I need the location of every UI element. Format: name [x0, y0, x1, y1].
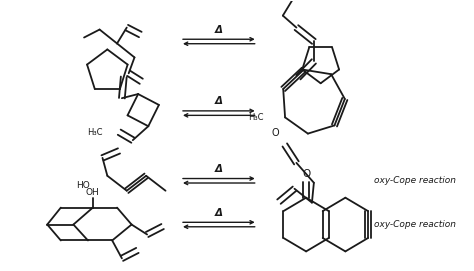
- Text: O: O: [271, 128, 279, 138]
- Text: Δ: Δ: [215, 208, 223, 218]
- Text: H₃C: H₃C: [248, 113, 264, 122]
- Text: Δ: Δ: [215, 25, 223, 34]
- Text: H₃C: H₃C: [87, 128, 103, 137]
- Text: oxy-Cope reaction: oxy-Cope reaction: [374, 176, 456, 185]
- Text: Δ: Δ: [215, 96, 223, 106]
- Text: oxy-Cope reaction: oxy-Cope reaction: [374, 220, 456, 229]
- Text: O: O: [302, 169, 310, 179]
- Text: Δ: Δ: [215, 164, 223, 174]
- Text: OH: OH: [86, 188, 100, 197]
- Text: HO: HO: [76, 181, 90, 190]
